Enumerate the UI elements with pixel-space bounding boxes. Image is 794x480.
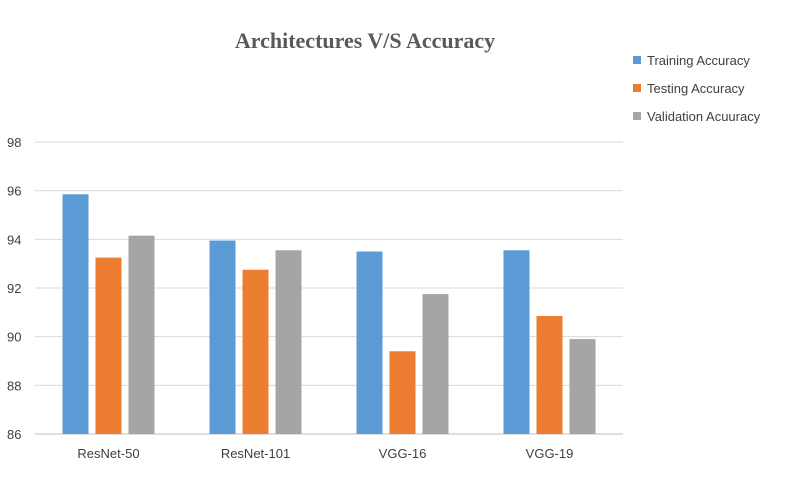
bar	[389, 351, 416, 434]
bar	[503, 250, 530, 434]
legend-label-training: Training Accuracy	[647, 52, 750, 68]
y-tick-label: 96	[7, 184, 21, 199]
bar	[275, 250, 302, 434]
legend-swatch-training	[633, 56, 641, 64]
x-tick-label: VGG-19	[526, 446, 574, 461]
bar	[569, 339, 596, 434]
y-tick-label: 90	[7, 330, 21, 345]
legend-swatch-testing	[633, 84, 641, 92]
y-tick-label: 86	[7, 427, 21, 442]
y-tick-label: 98	[7, 135, 21, 150]
bar	[209, 240, 236, 434]
bar	[95, 257, 122, 434]
y-tick-label: 88	[7, 378, 21, 393]
legend-label-testing: Testing Accuracy	[647, 80, 745, 96]
x-tick-label: ResNet-101	[221, 446, 290, 461]
bar	[356, 251, 383, 434]
y-tick-label: 92	[7, 281, 21, 296]
legend-item-validation: Validation Acuuracy	[633, 102, 760, 130]
bar	[128, 235, 155, 434]
x-tick-label: ResNet-50	[77, 446, 139, 461]
bar	[62, 194, 89, 434]
chart-title: Architectures V/S Accuracy	[234, 28, 496, 53]
bar	[242, 269, 269, 434]
legend-item-training: Training Accuracy	[633, 46, 760, 74]
legend-label-validation: Validation Acuuracy	[647, 108, 761, 124]
y-tick-label: 94	[7, 232, 21, 247]
legend: Training Accuracy Testing Accuracy Valid…	[633, 46, 760, 130]
legend-item-testing: Testing Accuracy	[633, 74, 760, 102]
bar	[422, 294, 449, 434]
x-tick-label: VGG-16	[379, 446, 427, 461]
legend-swatch-validation	[633, 112, 641, 120]
bar	[536, 315, 563, 434]
